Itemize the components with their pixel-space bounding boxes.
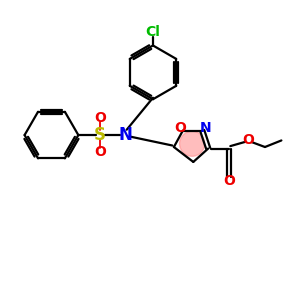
- Text: Cl: Cl: [146, 25, 160, 39]
- Circle shape: [180, 131, 205, 156]
- Text: N: N: [118, 126, 132, 144]
- Text: O: O: [223, 174, 235, 188]
- Text: O: O: [94, 146, 106, 159]
- Text: N: N: [200, 121, 211, 135]
- Text: O: O: [174, 121, 186, 135]
- Text: S: S: [94, 126, 106, 144]
- Text: O: O: [243, 134, 254, 147]
- Text: O: O: [94, 111, 106, 125]
